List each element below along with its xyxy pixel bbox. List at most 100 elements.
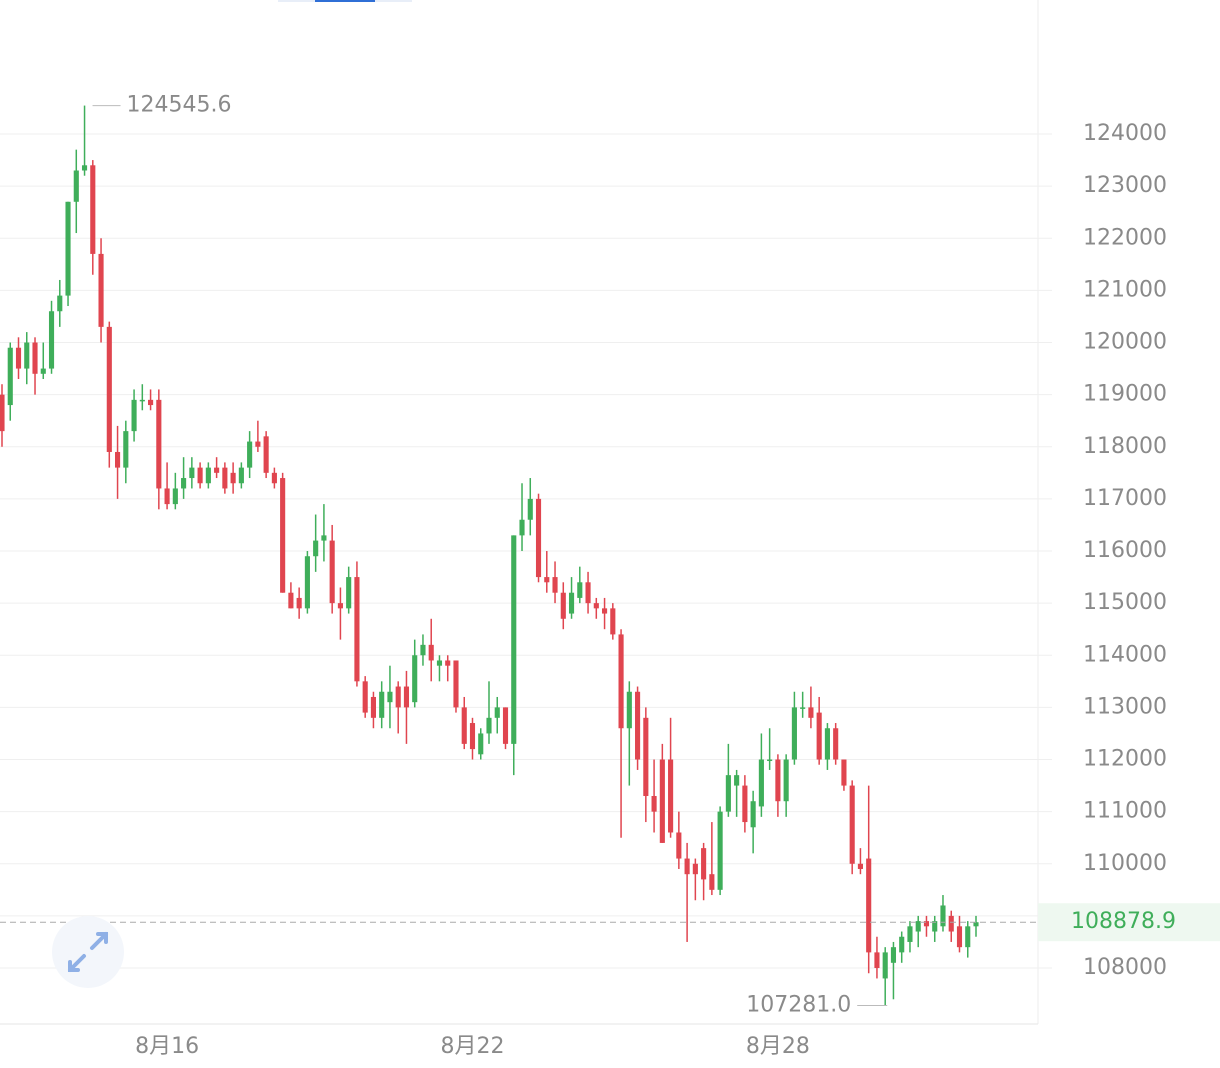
candle-body [866,858,872,953]
candle-body [568,592,575,614]
candle-body [98,253,104,327]
candle-body [758,759,764,807]
candle-body [321,535,327,541]
expand-bg [52,916,124,988]
candle-body [502,707,509,744]
candle-body [717,811,723,890]
candle-body [527,498,533,520]
candle-body [585,582,591,604]
candle-body [767,759,773,762]
candle-body [775,759,781,802]
candle-body [181,478,187,489]
candle-body [849,785,855,864]
candle-body [577,582,583,598]
candle-body [73,170,79,202]
candle-body [214,467,220,473]
candle-body [436,660,443,666]
candle-body [734,775,740,786]
candle-body [445,660,451,666]
x-tick-label: 8月16 [135,1034,199,1059]
candle-body [189,467,195,479]
candle-body [304,556,310,609]
candle-body [890,947,897,963]
candle-body [428,644,434,661]
candle-body [816,712,822,760]
candle-body [948,915,954,932]
y-tick-label: 124000 [1083,121,1167,146]
candle-body [453,660,459,708]
candle-body [57,295,63,312]
candle-body [478,733,484,755]
candle-body [420,644,426,656]
candle-body [263,436,269,473]
candle-body [511,535,517,744]
candle-body [387,691,393,703]
candle-body [15,347,22,369]
candle-body [81,165,88,171]
candle-body [602,608,608,614]
expand-icon [68,932,108,972]
candle-body [833,728,839,760]
candle-body [222,467,228,489]
candle-body [379,691,385,718]
candle-body [148,399,154,406]
candle-body [882,952,888,979]
candle-body [370,696,376,718]
candle-body [164,488,170,505]
candle-body [932,921,938,932]
candle-body [684,858,690,875]
y-tick-label: 108000 [1083,955,1167,980]
candle-body [956,926,963,948]
candle-body [676,832,682,859]
candle-body [808,707,814,718]
y-tick-label: 117000 [1083,486,1167,511]
y-tick-label: 111000 [1083,799,1167,824]
candle-body [271,472,277,484]
candle-body [288,592,294,609]
y-tick-label: 119000 [1083,382,1167,407]
candle-body [362,681,368,713]
candle-body [923,921,930,927]
candle-body [461,707,467,744]
candle-body [123,431,129,468]
active-tab[interactable] [315,0,375,2]
y-tick-label: 121000 [1083,277,1167,302]
candle-body [874,952,880,969]
y-tick-label: 113000 [1083,694,1167,719]
candle-body [618,634,624,729]
candle-body [172,488,178,505]
candle-body [313,540,319,557]
y-tick-label: 116000 [1083,538,1167,563]
candle-body [0,394,5,432]
candle-body [494,707,500,718]
expand-button[interactable] [52,916,124,988]
candle-body [24,342,30,369]
candle-body [857,863,863,869]
candle-body [899,936,905,953]
candle-body [915,921,921,932]
candle-body [469,723,476,750]
candle-body [32,342,38,374]
candle-body [40,368,46,374]
last-price-label: 108878.9 [1071,909,1176,934]
last-price-tag [1038,903,1220,942]
candle-body [205,467,211,484]
candle-body [626,691,632,729]
candle-body [965,926,971,948]
candle-body [552,577,558,593]
candle-body [692,863,698,875]
candle-body [65,201,71,296]
candle-body [824,728,830,760]
candle-body [701,848,707,880]
candle-body [791,707,797,760]
candle-body [940,905,946,927]
candle-body [668,759,674,833]
candle-body [659,759,665,843]
y-tick-label: 120000 [1083,330,1167,355]
max-label: 124545.6 [127,93,232,118]
candle-body [783,759,789,802]
candle-body [106,326,112,452]
candle-body [403,686,410,708]
candle-body [535,498,542,578]
